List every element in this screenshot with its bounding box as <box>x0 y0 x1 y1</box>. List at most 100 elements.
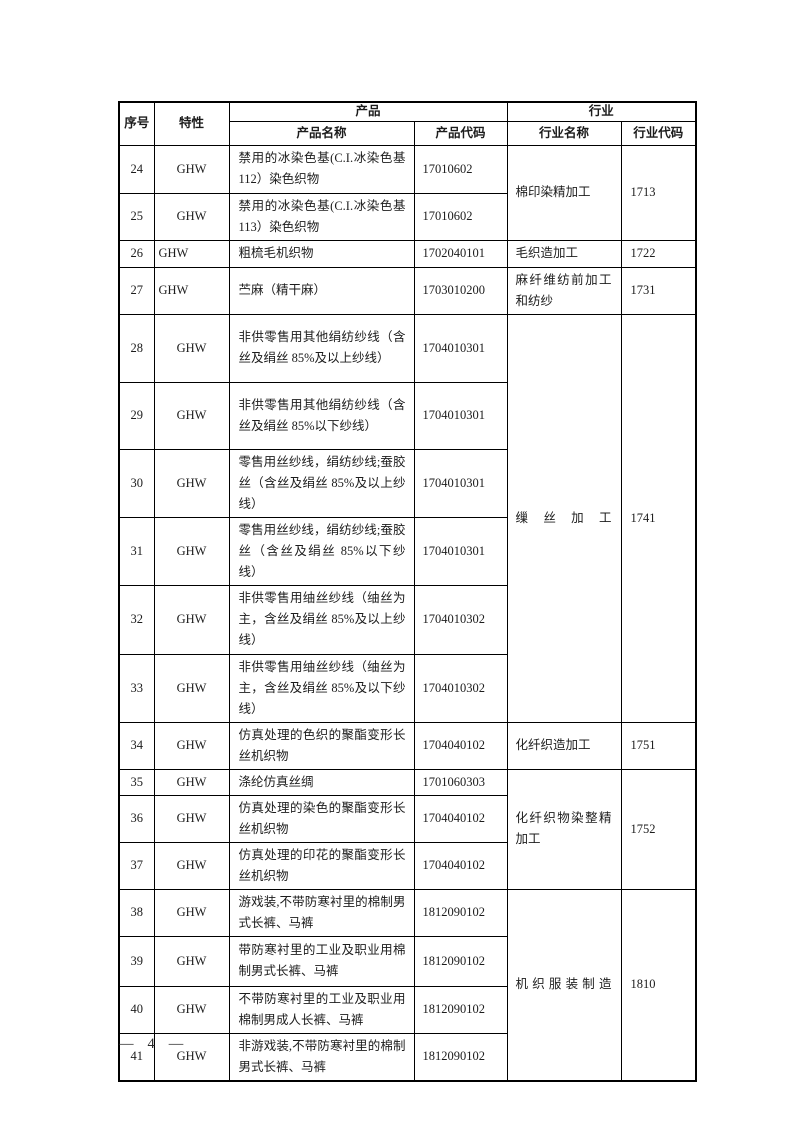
industry-name-cell: 化纤织物染整精加工 <box>506 768 622 890</box>
col-header-characteristic: 特性 <box>153 101 230 146</box>
product-code-cell: 17010602 <box>413 144 508 194</box>
characteristic-cell: GHW <box>153 266 230 315</box>
industry-code-cell: 1722 <box>620 239 697 268</box>
serial-cell: 39 <box>118 935 155 987</box>
table-row: 25 GHW 禁用的冰染色基(C.I.冰染色基 113）染色织物 1701060… <box>118 192 696 241</box>
characteristic-cell: GHW <box>153 794 230 843</box>
product-name-cell: 游戏装,不带防寒衬里的棉制男式长裤、马裤 <box>228 888 415 937</box>
characteristic-cell: GHW <box>153 192 230 241</box>
table-row: 33 GHW 非供零售用䌷丝纱线（䌷丝为主，含丝及绢丝 85%及以下纱线） 17… <box>118 653 696 723</box>
industry-code-cell: 1751 <box>620 721 697 770</box>
serial-cell: 36 <box>118 794 155 843</box>
product-code-cell: 1812090102 <box>413 1032 508 1081</box>
table-row: 32 GHW 非供零售用䌷丝纱线（䌷丝为主，含丝及绢丝 85%及以上纱线） 17… <box>118 584 696 655</box>
product-name-cell: 带防寒衬里的工业及职业用棉制男式长裤、马裤 <box>228 935 415 987</box>
table-row: 30 GHW 零售用丝纱线，绢纺纱线;蚕胶丝（含丝及绢丝 85%及以上纱线） 1… <box>118 448 696 518</box>
serial-cell: 24 <box>118 144 155 194</box>
footer-page-number: 4 <box>147 1036 156 1052</box>
characteristic-cell: GHW <box>153 584 230 655</box>
product-name-cell: 禁用的冰染色基(C.I.冰染色基 112）染色织物 <box>228 144 415 194</box>
characteristic-cell: GHW <box>153 721 230 770</box>
characteristic-cell: GHW <box>153 841 230 890</box>
table-row: 41 GHW 非游戏装,不带防寒衬里的棉制男式长裤、马裤 1812090102 <box>118 1032 696 1081</box>
product-name-cell: 非供零售用其他绢纺纱线（含丝及绢丝 85%以下纱线） <box>228 381 415 450</box>
product-name-cell: 非供零售用䌷丝纱线（䌷丝为主，含丝及绢丝 85%及以上纱线） <box>228 584 415 655</box>
product-name-cell: 不带防寒衬里的工业及职业用棉制男成人长裤、马裤 <box>228 985 415 1034</box>
product-industry-table: 序号 特性 产品 行业 产品名称 产品代码 行业名称 行业代码 24 GHW 禁… <box>118 101 698 1082</box>
product-name-cell: 零售用丝纱线，绢纺纱线;蚕胶丝（含丝及绢丝 85%及以上纱线） <box>228 448 415 518</box>
header-row-groups: 序号 特性 产品 行业 <box>118 101 697 146</box>
col-header-industry-code: 行业代码 <box>620 120 697 146</box>
product-code-cell: 1703010200 <box>413 266 508 315</box>
serial-cell: 34 <box>118 721 155 770</box>
product-name-cell: 苎麻（精干麻） <box>228 266 415 315</box>
characteristic-cell: GHW <box>153 144 230 194</box>
table-row: 38 GHW 游戏装,不带防寒衬里的棉制男式长裤、马裤 1812090102 机… <box>118 888 697 1081</box>
product-name-cell: 仿真处理的印花的聚酯变形长丝机织物 <box>228 841 415 890</box>
header-row-columns: 产品名称 产品代码 行业名称 行业代码 <box>119 120 697 146</box>
industry-name-cell: 化纤织造加工 <box>506 721 622 770</box>
product-code-cell: 1812090102 <box>413 985 508 1034</box>
product-code-cell: 1704010301 <box>413 516 508 586</box>
characteristic-cell: GHW <box>153 653 230 723</box>
characteristic-cell: GHW <box>153 313 230 383</box>
characteristic-cell: GHW <box>153 888 230 937</box>
product-code-cell: 1702040101 <box>413 239 508 268</box>
product-name-cell: 涤纶仿真丝绸 <box>228 768 415 796</box>
characteristic-cell: GHW <box>153 381 230 450</box>
product-name-cell: 零售用丝纱线，绢纺纱线;蚕胶丝（含丝及绢丝 85%以下纱线） <box>228 516 415 586</box>
product-name-cell: 仿真处理的色织的聚酯变形长丝机织物 <box>228 721 415 770</box>
industry-name-cell: 缫丝加工 <box>506 313 622 723</box>
col-header-industry-group: 行业 <box>506 101 697 122</box>
table-row: 24 GHW 禁用的冰染色基(C.I.冰染色基 112）染色织物 1701060… <box>118 144 697 241</box>
product-code-cell: 1704040102 <box>413 794 508 843</box>
serial-cell: 26 <box>118 239 155 268</box>
serial-cell: 25 <box>118 192 155 241</box>
serial-cell: 37 <box>118 841 155 890</box>
product-name-cell: 非游戏装,不带防寒衬里的棉制男式长裤、马裤 <box>228 1032 415 1081</box>
characteristic-cell: GHW <box>153 1032 230 1081</box>
col-header-serial: 序号 <box>118 101 155 146</box>
col-header-product-code: 产品代码 <box>413 120 508 146</box>
col-header-product-group: 产品 <box>228 101 508 122</box>
industry-name-cell: 毛织造加工 <box>506 239 622 268</box>
characteristic-cell: GHW <box>153 239 230 268</box>
col-header-industry-name: 行业名称 <box>506 120 622 146</box>
serial-cell: 33 <box>118 653 155 723</box>
serial-cell: 28 <box>118 313 155 383</box>
characteristic-cell: GHW <box>153 448 230 518</box>
product-code-cell: 1812090102 <box>413 888 508 937</box>
industry-name-cell: 机织服装制造 <box>506 888 622 1081</box>
product-code-cell: 1704010301 <box>413 381 508 450</box>
product-code-cell: 1704010301 <box>413 448 508 518</box>
serial-cell: 29 <box>118 381 155 450</box>
table-row: 39 GHW 带防寒衬里的工业及职业用棉制男式长裤、马裤 1812090102 <box>118 935 696 987</box>
product-code-cell: 1704040102 <box>413 721 508 770</box>
product-code-cell: 1704010302 <box>413 653 508 723</box>
product-code-cell: 1701060303 <box>413 768 508 796</box>
product-name-cell: 粗梳毛机织物 <box>228 239 415 268</box>
characteristic-cell: GHW <box>153 516 230 586</box>
table-row: 35 GHW 涤纶仿真丝绸 1701060303 化纤织物染整精加工 1752 <box>118 768 697 890</box>
industry-code-cell: 1741 <box>620 313 697 723</box>
table-row: 40 GHW 不带防寒衬里的工业及职业用棉制男成人长裤、马裤 181209010… <box>118 985 696 1034</box>
industry-code-cell: 1731 <box>620 266 697 315</box>
page-number: — 4 — <box>119 1036 184 1053</box>
footer-left-dash: — <box>119 1036 135 1052</box>
industry-code-cell: 1713 <box>620 144 697 241</box>
product-name-cell: 禁用的冰染色基(C.I.冰染色基 113）染色织物 <box>228 192 415 241</box>
product-code-cell: 1704040102 <box>413 841 508 890</box>
table-row: 27 GHW 苎麻（精干麻） 1703010200 麻纤维纺前加工和纺纱 173… <box>118 266 697 315</box>
serial-cell: 40 <box>118 985 155 1034</box>
product-code-cell: 1704010302 <box>413 584 508 655</box>
serial-cell: 38 <box>118 888 155 937</box>
serial-cell: 27 <box>118 266 155 315</box>
product-code-cell: 1812090102 <box>413 935 508 987</box>
table-row: 37 GHW 仿真处理的印花的聚酯变形长丝机织物 1704040102 <box>118 841 696 890</box>
product-name-cell: 非供零售用䌷丝纱线（䌷丝为主，含丝及绢丝 85%及以下纱线） <box>228 653 415 723</box>
product-code-cell: 17010602 <box>413 192 508 241</box>
serial-cell: 30 <box>118 448 155 518</box>
table-row: 29 GHW 非供零售用其他绢纺纱线（含丝及绢丝 85%以下纱线） 170401… <box>118 381 696 450</box>
characteristic-cell: GHW <box>153 768 230 796</box>
